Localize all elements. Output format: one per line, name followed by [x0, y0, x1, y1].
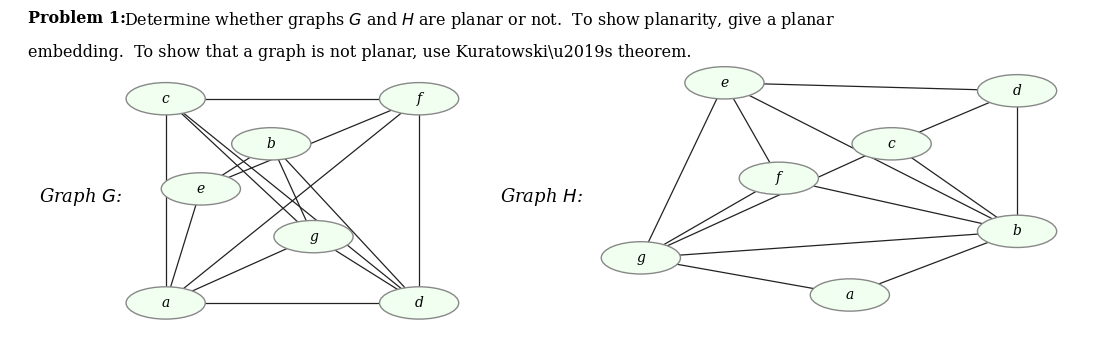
- Text: d: d: [415, 296, 424, 310]
- Text: e: e: [197, 182, 205, 196]
- Text: c: c: [888, 137, 895, 151]
- Text: e: e: [720, 76, 728, 90]
- Ellipse shape: [978, 75, 1057, 107]
- Text: d: d: [1013, 84, 1022, 98]
- Ellipse shape: [852, 128, 932, 160]
- Text: g: g: [637, 251, 646, 265]
- Text: a: a: [846, 288, 854, 302]
- Text: g: g: [309, 230, 318, 244]
- Ellipse shape: [162, 173, 241, 205]
- Text: Problem 1:: Problem 1:: [28, 10, 125, 27]
- Text: Graph $G$:: Graph $G$:: [39, 186, 122, 208]
- Ellipse shape: [685, 67, 764, 99]
- Ellipse shape: [232, 128, 311, 160]
- Ellipse shape: [126, 83, 206, 115]
- Ellipse shape: [379, 287, 459, 319]
- Ellipse shape: [379, 83, 459, 115]
- Ellipse shape: [126, 287, 206, 319]
- Text: b: b: [1013, 224, 1022, 238]
- Ellipse shape: [978, 215, 1057, 248]
- Ellipse shape: [739, 162, 818, 194]
- Text: embedding.  To show that a graph is not planar, use Kuratowski\u2019s theorem.: embedding. To show that a graph is not p…: [28, 44, 691, 61]
- Text: f: f: [777, 171, 781, 185]
- Text: c: c: [162, 92, 169, 106]
- Ellipse shape: [811, 279, 890, 311]
- Text: a: a: [162, 296, 169, 310]
- Text: Graph $H$:: Graph $H$:: [500, 186, 583, 208]
- Ellipse shape: [602, 242, 681, 274]
- Text: f: f: [417, 92, 421, 106]
- Text: Determine whether graphs $G$ and $H$ are planar or not.  To show planarity, give: Determine whether graphs $G$ and $H$ are…: [124, 10, 835, 31]
- Text: b: b: [267, 137, 276, 151]
- Ellipse shape: [274, 221, 353, 253]
